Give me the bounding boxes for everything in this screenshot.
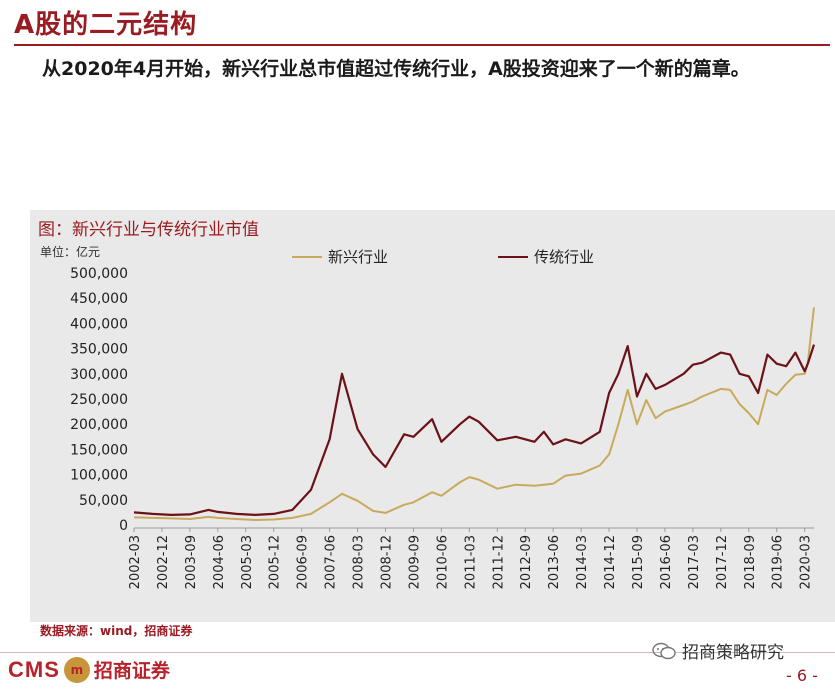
page-number: - 6 - (786, 666, 818, 685)
y-tick-label: 100,000 (70, 468, 128, 484)
y-tick-label: 150,000 (70, 442, 128, 458)
y-tick-label: 250,000 (70, 392, 128, 408)
x-tick-label: 2002-12 (156, 535, 171, 589)
y-tick-label: 350,000 (70, 342, 128, 358)
title-divider (14, 44, 830, 46)
chart-title: 图：新兴行业与传统行业市值 (38, 220, 259, 240)
page-title: A股的二元结构 (14, 10, 198, 40)
x-tick-label: 2006-09 (296, 535, 311, 589)
logo-seal-icon: m (63, 656, 90, 683)
x-tick-label: 2008-03 (352, 535, 367, 589)
x-tick-label: 2018-09 (743, 535, 758, 589)
x-tick-label: 2016-06 (659, 535, 674, 589)
x-tick-label: 2010-06 (435, 535, 450, 589)
y-tick-label: 0 (119, 518, 128, 534)
legend-label: 传统行业 (534, 248, 594, 266)
x-tick-label: 2015-09 (631, 535, 646, 589)
x-tick-label: 2008-12 (380, 535, 395, 589)
y-tick-label: 50,000 (79, 493, 128, 509)
x-tick-label: 2017-03 (687, 535, 702, 589)
page-subtitle: 从2020年4月开始，新兴行业总市值超过传统行业，A股投资迎来了一个新的篇章。 (42, 58, 750, 80)
x-tick-label: 2014-03 (575, 535, 590, 589)
x-tick-label: 2014-12 (603, 535, 618, 589)
x-tick-label: 2012-09 (519, 535, 534, 589)
x-tick-label: 2011-03 (463, 535, 478, 589)
x-tick-label: 2002-03 (128, 535, 143, 589)
x-tick-label: 2009-09 (407, 535, 422, 589)
logo-name: 招商证券 (93, 660, 170, 682)
wechat-account: 招商策略研究 (652, 638, 784, 663)
y-tick-label: 450,000 (70, 291, 128, 307)
x-tick-label: 2005-12 (268, 535, 283, 589)
wechat-icon (652, 642, 676, 659)
y-tick-label: 500,000 (70, 266, 128, 282)
x-tick-label: 2004-06 (212, 535, 227, 589)
y-tick-label: 400,000 (70, 316, 128, 332)
x-tick-label: 2013-06 (547, 535, 562, 589)
cms-logo: CMS m 招商证券 (8, 656, 170, 683)
chart-panel (30, 210, 835, 622)
unit-label: 单位：亿元 (40, 244, 100, 259)
series-line-traditional (133, 344, 816, 516)
x-tick-label: 2007-06 (324, 535, 339, 589)
x-tick-label: 2011-12 (491, 535, 506, 589)
y-tick-label: 200,000 (70, 417, 128, 433)
footer-divider (0, 652, 835, 653)
x-tick-label: 2003-09 (184, 535, 199, 589)
x-tick-label: 2020-03 (799, 535, 814, 589)
y-tick-label: 300,000 (70, 367, 128, 383)
logo-text: CMS (8, 656, 60, 682)
x-tick-label: 2005-03 (240, 535, 255, 589)
x-tick-label: 2019-06 (771, 535, 786, 589)
series-line-new (133, 307, 815, 521)
wechat-name: 招商策略研究 (682, 643, 784, 663)
source-note: 数据来源：wind，招商证券 (40, 624, 193, 638)
x-tick-label: 2017-12 (715, 535, 730, 589)
legend-label: 新兴行业 (328, 248, 388, 266)
